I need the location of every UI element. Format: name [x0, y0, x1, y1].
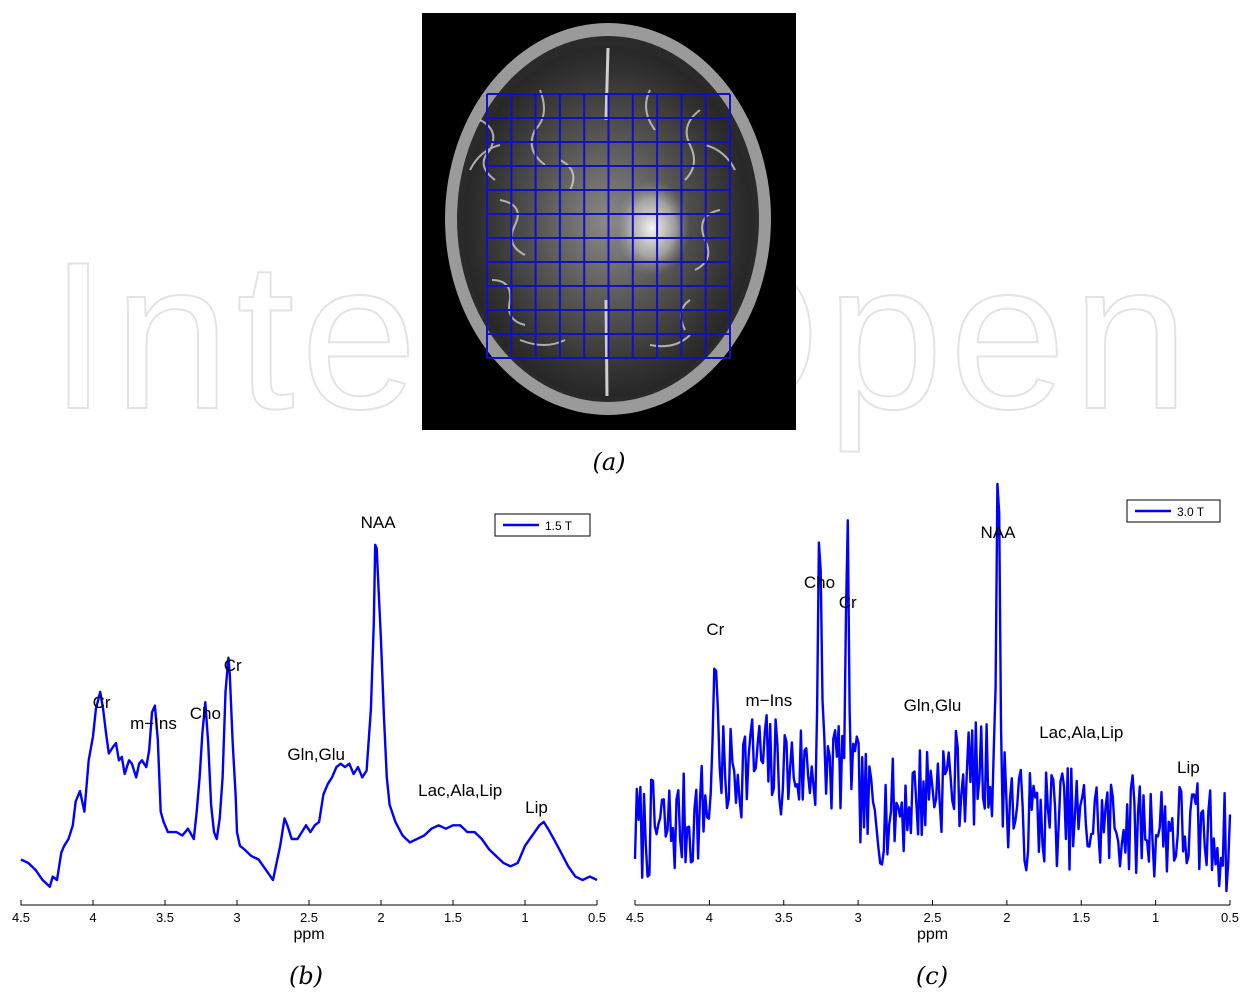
peak-annotation: Lac,Ala,Lip — [1039, 723, 1123, 742]
caption-a: (a) — [592, 448, 625, 476]
peak-annotation: Gln,Glu — [904, 696, 962, 715]
peak-annotation: Lac,Ala,Lip — [418, 781, 502, 800]
x-tick-label: 0.5 — [588, 910, 606, 925]
legend-label: 3.0 T — [1177, 505, 1205, 519]
x-tick-label: 4 — [89, 910, 96, 925]
peak-annotation: Lip — [1177, 758, 1200, 777]
peak-annotation: Cr — [224, 656, 242, 675]
x-tick-label: 4.5 — [626, 910, 644, 925]
spectrum-series — [20, 543, 598, 888]
x-tick-label: 1.5 — [444, 910, 462, 925]
spectrum-series — [633, 482, 1232, 893]
voxel-grid — [486, 93, 731, 359]
legend: 1.5 T — [494, 513, 591, 537]
x-tick-label: 3.5 — [775, 910, 793, 925]
x-tick-label: 2 — [1003, 910, 1010, 925]
x-tick-label: 2.5 — [923, 910, 941, 925]
peak-annotation: Cho — [190, 704, 221, 723]
legend-label: 1.5 T — [545, 519, 573, 533]
x-tick-label: 3 — [233, 910, 240, 925]
x-tick-label: 0.5 — [1221, 910, 1239, 925]
peak-annotation: m−Ins — [130, 714, 177, 733]
midline-fissure — [604, 47, 610, 397]
mri-image — [422, 13, 796, 430]
peak-annotation: Cr — [93, 693, 111, 712]
chart-c: 4.5 4 3.5 3 2.5 2 1.5 1 0.5ppmCrm−InsChoCrGln,Gl… — [626, 482, 1239, 943]
caption-b: (b) — [289, 962, 323, 990]
legend-box — [494, 513, 591, 537]
peak-annotation: NAA — [980, 523, 1016, 542]
x-tick-label: 3 — [855, 910, 862, 925]
peak-annotation: Lip — [525, 798, 548, 817]
peak-annotation: m−Ins — [745, 691, 792, 710]
x-tick-label: 4.5 — [12, 910, 30, 925]
peak-annotation: Cho — [804, 573, 835, 592]
x-tick-label: 1 — [521, 910, 528, 925]
x-tick-label: 1 — [1152, 910, 1159, 925]
peak-annotation: Cr — [706, 620, 724, 639]
caption-c: (c) — [916, 962, 948, 990]
x-tick-label: 1.5 — [1072, 910, 1090, 925]
peak-annotation: Cr — [839, 593, 857, 612]
legend-box — [1126, 499, 1221, 523]
x-tick-label: 2.5 — [300, 910, 318, 925]
x-tick-label: 4 — [706, 910, 713, 925]
x-tick-label: 3.5 — [156, 910, 174, 925]
legend: 3.0 T — [1126, 499, 1221, 523]
peak-annotation: NAA — [361, 513, 397, 532]
peak-annotation: Gln,Glu — [287, 745, 345, 764]
chart-b: 4.5 4 3.5 3 2.5 2 1.5 1 0.5 ppm Cr m−Ins Cho Cr Gln,Gl… — [12, 513, 606, 943]
x-axis-label: ppm — [917, 926, 948, 943]
x-tick-label: 2 — [377, 910, 384, 925]
x-axis-label: ppm — [293, 926, 324, 943]
